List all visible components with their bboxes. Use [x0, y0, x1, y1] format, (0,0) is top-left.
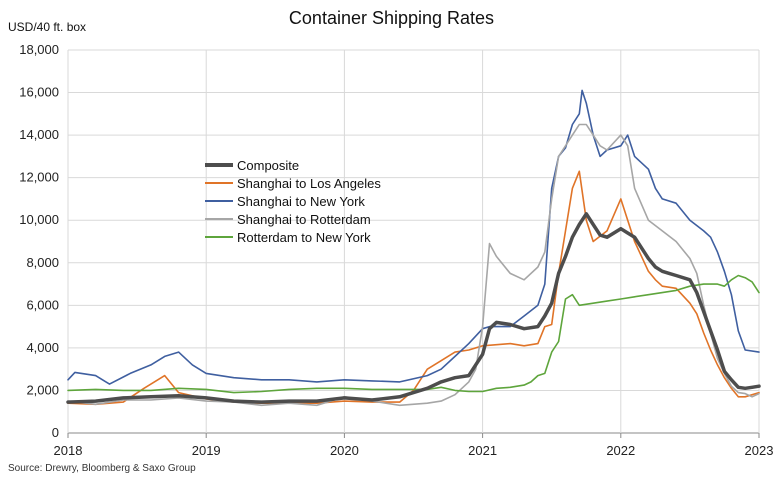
axes: 0 2,000 4,000 6,000 8,000 10,000 12,000 14,000 1… [19, 42, 773, 458]
x-tick-label: 2023 [745, 443, 774, 458]
y-tick-label: 6,000 [26, 297, 59, 312]
y-tick-label: 18,000 [19, 42, 59, 57]
legend-item: Shanghai to Rotterdam [205, 210, 381, 228]
legend-item: Rotterdam to New York [205, 228, 381, 246]
legend-label: Shanghai to Los Angeles [237, 175, 381, 191]
legend-item: Composite [205, 156, 381, 174]
y-tick-label: 8,000 [26, 255, 59, 270]
x-tick-label: 2019 [192, 443, 221, 458]
legend-label: Shanghai to Rotterdam [237, 211, 371, 227]
y-tick-label: 10,000 [19, 212, 59, 227]
x-tick-label: 2020 [330, 443, 359, 458]
y-tick-label: 12,000 [19, 170, 59, 185]
y-tick-label: 0 [52, 425, 59, 440]
chart-title: Container Shipping Rates [288, 8, 495, 28]
legend-swatch [205, 182, 233, 184]
legend-label: Shanghai to New York [237, 193, 365, 209]
y-tick-label: 16,000 [19, 85, 59, 100]
y-tick-label: 14,000 [19, 127, 59, 142]
x-tick-label: 2018 [54, 443, 83, 458]
x-tick-label: 2021 [468, 443, 497, 458]
y-tick-label: 2,000 [26, 382, 59, 397]
source-note: Source: Drewry, Bloomberg & Saxo Group [8, 463, 196, 474]
legend-swatch [205, 163, 233, 167]
series-line-shanghai-to-rotterdam [67, 123, 760, 407]
series-line-rotterdam-to-new-york [67, 274, 760, 394]
legend: Composite Shanghai to Los Angeles Shanghai… [205, 156, 381, 246]
y-tick-label: 4,000 [26, 340, 59, 355]
series-lines [66, 89, 761, 407]
legend-swatch [205, 236, 233, 238]
x-tick-label: 2022 [606, 443, 635, 458]
legend-swatch [205, 218, 233, 220]
legend-swatch [205, 200, 233, 202]
legend-item: Shanghai to Los Angeles [205, 174, 381, 192]
series-line-composite [66, 212, 761, 404]
legend-item: Shanghai to New York [205, 192, 381, 210]
series-line-shanghai-to-los-angeles [67, 170, 760, 406]
legend-label: Composite [237, 157, 300, 173]
series-line-shanghai-to-new-york [67, 89, 760, 385]
gridlines [67, 49, 760, 434]
legend-label: Rotterdam to New York [237, 229, 371, 245]
y-axis-unit-label: USD/40 ft. box [8, 20, 87, 34]
